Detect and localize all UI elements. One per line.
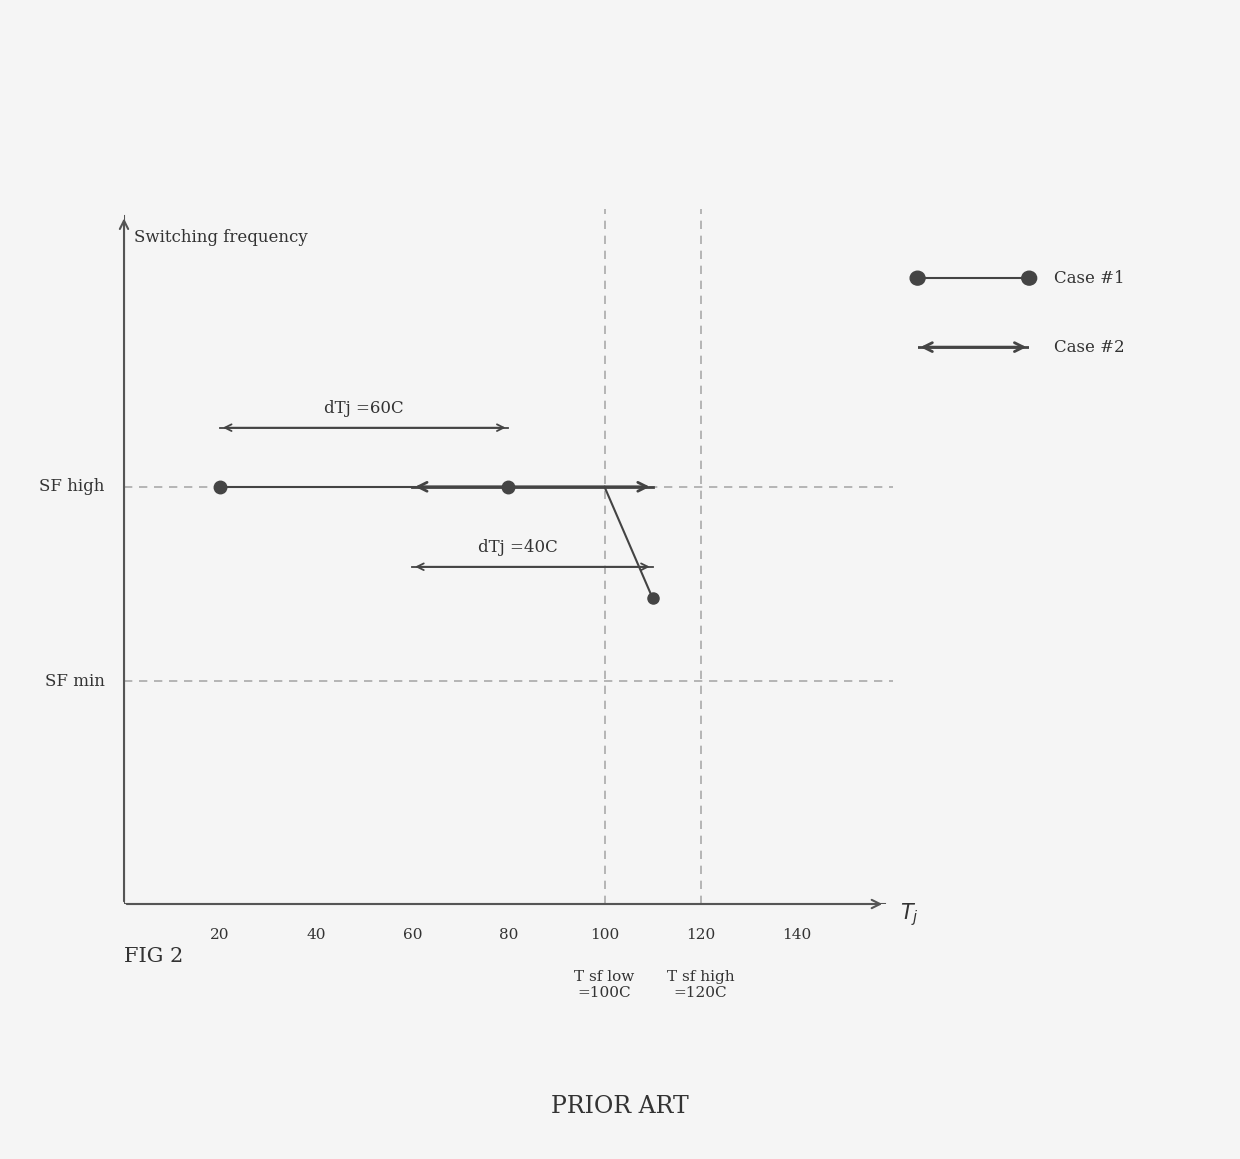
Text: 40: 40 bbox=[306, 928, 326, 942]
Text: Case #1: Case #1 bbox=[1054, 270, 1125, 286]
Text: T sf high
=120C: T sf high =120C bbox=[667, 970, 734, 1000]
Text: 120: 120 bbox=[686, 928, 715, 942]
Text: dTj =60C: dTj =60C bbox=[325, 400, 404, 417]
Text: 60: 60 bbox=[403, 928, 422, 942]
Text: dTj =40C: dTj =40C bbox=[479, 539, 558, 556]
Text: Switching frequency: Switching frequency bbox=[134, 229, 308, 247]
Text: Case #2: Case #2 bbox=[1054, 340, 1125, 356]
Text: $T_j$: $T_j$ bbox=[900, 901, 919, 928]
Text: T sf low
=100C: T sf low =100C bbox=[574, 970, 635, 1000]
Text: SF min: SF min bbox=[45, 673, 104, 690]
Text: FIG 2: FIG 2 bbox=[124, 947, 184, 965]
Text: 80: 80 bbox=[498, 928, 518, 942]
Text: 20: 20 bbox=[211, 928, 229, 942]
Text: 100: 100 bbox=[590, 928, 619, 942]
Text: 140: 140 bbox=[782, 928, 811, 942]
Text: SF high: SF high bbox=[40, 479, 104, 495]
Text: PRIOR ART: PRIOR ART bbox=[551, 1094, 689, 1117]
